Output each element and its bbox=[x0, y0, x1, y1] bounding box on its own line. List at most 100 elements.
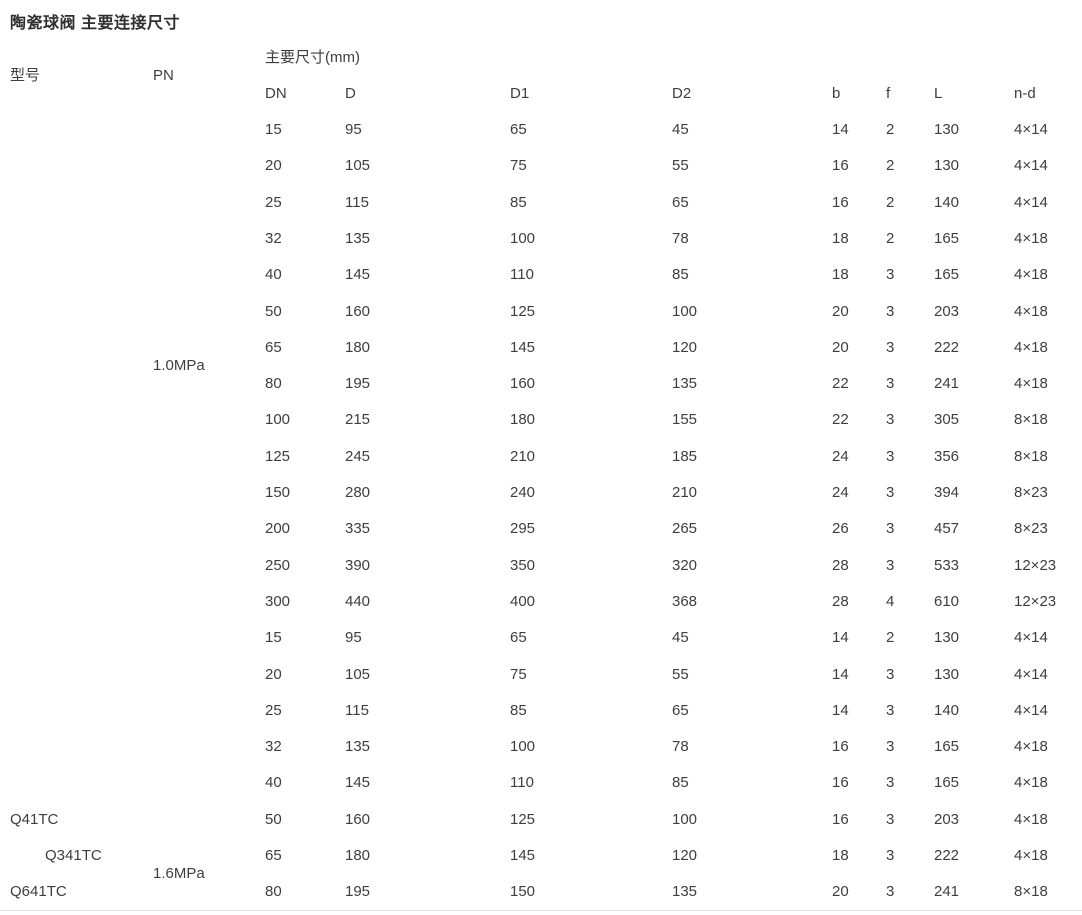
cell-f: 3 bbox=[886, 701, 895, 719]
cell-d2: 85 bbox=[672, 774, 689, 792]
cell-l: 356 bbox=[934, 447, 960, 465]
cell-n-d: 8×18 bbox=[1014, 447, 1048, 465]
cell-f: 3 bbox=[886, 484, 895, 501]
cell-d2: 100 bbox=[672, 810, 698, 828]
cell-dn: 20 bbox=[265, 665, 282, 683]
cell-d1: 110 bbox=[510, 774, 534, 792]
cell-dn: 80 bbox=[265, 375, 282, 393]
cell-f: 3 bbox=[886, 411, 895, 429]
cell-n-d: 4×14 bbox=[1014, 701, 1048, 719]
cell-dn: 50 bbox=[265, 302, 282, 320]
cell-d2: 45 bbox=[672, 629, 689, 647]
cell-d2: 135 bbox=[672, 375, 698, 393]
cell-d: 95 bbox=[345, 629, 362, 647]
cell-f: 2 bbox=[886, 229, 895, 247]
cell-d1: 180 bbox=[510, 411, 536, 429]
cell-d2: 55 bbox=[672, 157, 689, 175]
cell-b: 24 bbox=[832, 447, 849, 465]
cell-f: 2 bbox=[886, 121, 895, 138]
cell-d1: 400 bbox=[510, 592, 536, 610]
cell-d: 440 bbox=[345, 592, 371, 610]
cell-l: 203 bbox=[934, 302, 960, 320]
cell-l: 165 bbox=[934, 229, 960, 247]
cell-d: 105 bbox=[345, 157, 371, 175]
cell-d: 195 bbox=[345, 375, 371, 393]
model-label: Q641TC bbox=[10, 883, 67, 901]
col-header-model: 型号 bbox=[10, 67, 41, 84]
cell-n-d: 4×18 bbox=[1014, 338, 1048, 356]
cell-l: 394 bbox=[934, 484, 960, 501]
col-header-dn: DN bbox=[265, 85, 287, 102]
cell-d2: 65 bbox=[672, 701, 689, 719]
col-group-header: 主要尺寸(mm) bbox=[265, 49, 360, 66]
cell-n-d: 8×23 bbox=[1014, 520, 1048, 538]
col-header-d2: D2 bbox=[672, 85, 692, 102]
cell-l: 203 bbox=[934, 810, 960, 828]
cell-d1: 75 bbox=[510, 665, 527, 683]
cell-d: 180 bbox=[345, 847, 371, 864]
cell-n-d: 8×18 bbox=[1014, 883, 1048, 901]
cell-b: 14 bbox=[832, 701, 849, 719]
cell-d: 160 bbox=[345, 810, 371, 828]
model-label: Q41TC bbox=[10, 810, 59, 828]
cell-d2: 78 bbox=[672, 229, 689, 247]
cell-b: 18 bbox=[832, 229, 849, 247]
cell-d1: 150 bbox=[510, 883, 536, 901]
cell-d2: 155 bbox=[672, 411, 698, 429]
cell-d2: 120 bbox=[672, 847, 698, 864]
cell-n-d: 4×18 bbox=[1014, 810, 1048, 828]
cell-l: 222 bbox=[934, 847, 960, 864]
cell-b: 26 bbox=[832, 520, 849, 538]
cell-b: 28 bbox=[832, 592, 849, 610]
cell-b: 20 bbox=[832, 338, 849, 356]
cell-b: 16 bbox=[832, 774, 849, 792]
cell-d: 115 bbox=[345, 701, 369, 719]
cell-d1: 350 bbox=[510, 556, 536, 574]
col-header-d1: D1 bbox=[510, 85, 530, 102]
cell-d1: 100 bbox=[510, 738, 536, 756]
cell-d1: 295 bbox=[510, 520, 536, 538]
cell-d1: 65 bbox=[510, 121, 527, 138]
cell-d1: 65 bbox=[510, 629, 527, 647]
cell-d: 135 bbox=[345, 738, 371, 756]
cell-b: 28 bbox=[832, 556, 849, 574]
cell-d1: 110 bbox=[510, 266, 534, 284]
cell-f: 2 bbox=[886, 157, 895, 175]
cell-l: 305 bbox=[934, 411, 960, 429]
cell-n-d: 4×14 bbox=[1014, 193, 1048, 211]
cell-dn: 15 bbox=[265, 629, 282, 647]
cell-l: 533 bbox=[934, 556, 960, 574]
cell-d: 115 bbox=[345, 193, 369, 211]
cell-l: 165 bbox=[934, 266, 960, 284]
col-header-l: L bbox=[934, 85, 943, 102]
cell-b: 16 bbox=[832, 193, 849, 211]
cell-d1: 85 bbox=[510, 701, 527, 719]
cell-d2: 65 bbox=[672, 193, 689, 211]
cell-n-d: 4×14 bbox=[1014, 629, 1048, 647]
col-header-n-d: n-d bbox=[1014, 85, 1036, 102]
cell-dn: 32 bbox=[265, 738, 282, 756]
cell-l: 241 bbox=[934, 883, 960, 901]
cell-n-d: 4×18 bbox=[1014, 774, 1048, 792]
cell-d1: 160 bbox=[510, 375, 536, 393]
cell-d: 135 bbox=[345, 229, 371, 247]
cell-dn: 40 bbox=[265, 774, 282, 792]
cell-n-d: 4×14 bbox=[1014, 121, 1048, 138]
cell-l: 610 bbox=[934, 592, 960, 610]
cell-d: 215 bbox=[345, 411, 371, 429]
cell-n-d: 4×14 bbox=[1014, 665, 1048, 683]
cell-d: 160 bbox=[345, 302, 371, 320]
cell-l: 130 bbox=[934, 665, 960, 683]
cell-d: 335 bbox=[345, 520, 371, 538]
cell-l: 140 bbox=[934, 193, 960, 211]
cell-f: 4 bbox=[886, 592, 895, 610]
cell-d: 195 bbox=[345, 883, 371, 901]
cell-l: 241 bbox=[934, 375, 960, 393]
cell-dn: 65 bbox=[265, 338, 282, 356]
cell-f: 3 bbox=[886, 665, 895, 683]
col-header-d: D bbox=[345, 85, 356, 102]
cell-n-d: 12×23 bbox=[1014, 592, 1057, 610]
cell-f: 3 bbox=[886, 810, 895, 828]
cell-dn: 125 bbox=[265, 447, 291, 465]
